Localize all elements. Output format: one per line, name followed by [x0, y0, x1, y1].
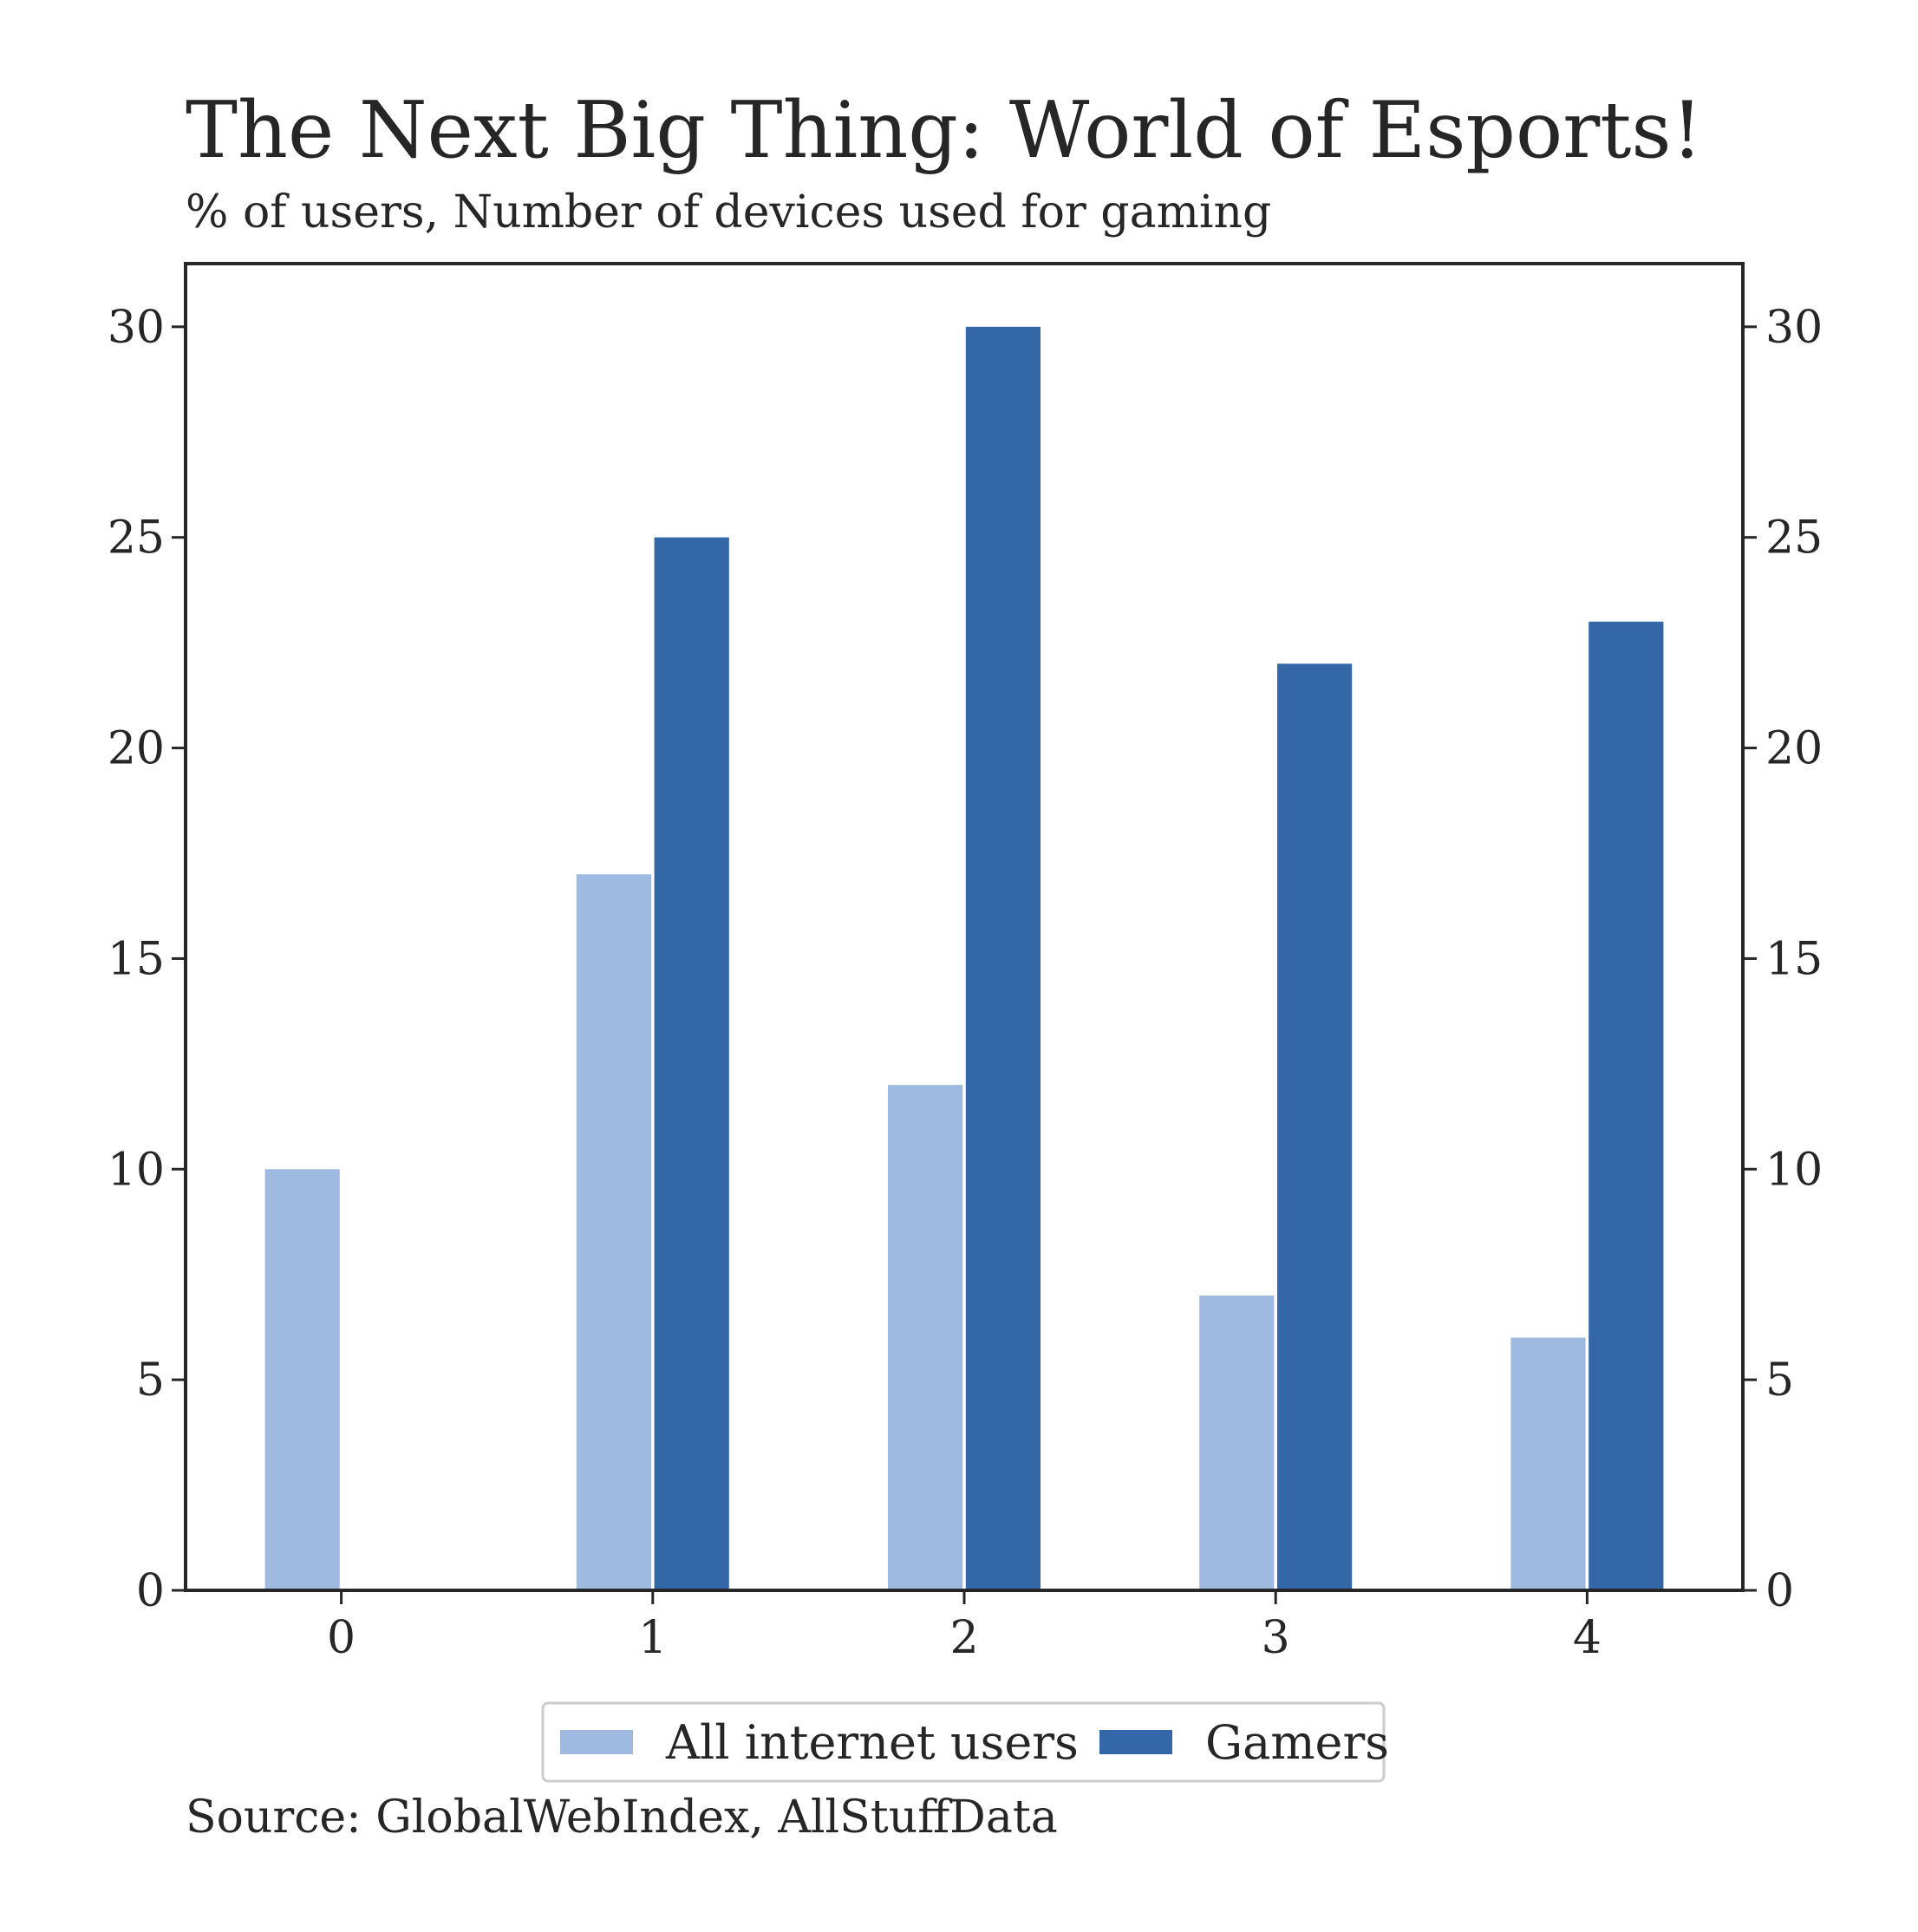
bar-gamers-2 — [965, 326, 1041, 1590]
legend-label-gamers: Gamers — [1205, 1715, 1389, 1770]
bar-all-internet-users-0 — [264, 1169, 340, 1590]
y-tick-label-right: 0 — [1765, 1565, 1794, 1617]
y-tick-label-right: 15 — [1765, 933, 1823, 985]
bar-gamers-1 — [654, 537, 729, 1590]
legend-swatch-gamers — [1099, 1730, 1172, 1754]
bar-gamers-4 — [1589, 621, 1664, 1590]
legend-label-all-internet-users: All internet users — [665, 1715, 1079, 1770]
chart-subtitle: % of users, Number of devices used for g… — [186, 186, 1271, 238]
plot-frame — [184, 262, 1745, 1592]
bars-group — [264, 326, 1664, 1590]
y-tick-label-right: 10 — [1765, 1144, 1823, 1196]
legend: All internet users Gamers — [541, 1701, 1389, 1783]
y-tick-label-left: 15 — [108, 933, 165, 985]
legend-box — [541, 1701, 1386, 1783]
x-tick-label: 1 — [638, 1612, 667, 1664]
chart-title: The Next Big Thing: World of Esports! — [186, 85, 1703, 176]
y-tick-label-right: 5 — [1765, 1354, 1794, 1407]
y-tick-label-left: 0 — [136, 1565, 165, 1617]
source-note: Source: GlobalWebIndex, AllStuffData — [186, 1792, 1058, 1844]
y-tick-label-left: 20 — [108, 723, 165, 775]
y-tick-label-right: 20 — [1765, 723, 1823, 775]
x-tick-label: 4 — [1573, 1612, 1602, 1664]
axes-group: 0 0 5 5 10 10 15 15 20 20 25 25 30 30 0 1 2 3 4 — [108, 262, 1823, 1664]
y-tick-label-left: 5 — [136, 1354, 165, 1407]
x-tick-label: 0 — [327, 1612, 356, 1664]
y-tick-label-left: 25 — [108, 512, 165, 565]
y-tick-label-right: 30 — [1765, 302, 1823, 354]
legend-swatch-all-internet-users — [560, 1730, 633, 1754]
x-tick-label: 2 — [949, 1612, 978, 1664]
bar-all-internet-users-3 — [1199, 1296, 1275, 1590]
x-tick-label: 3 — [1262, 1612, 1290, 1664]
y-tick-label-left: 10 — [108, 1144, 165, 1196]
bar-all-internet-users-1 — [576, 874, 652, 1590]
bar-all-internet-users-4 — [1510, 1337, 1586, 1590]
y-tick-label-left: 30 — [108, 302, 165, 354]
y-tick-label-right: 25 — [1765, 512, 1823, 565]
bar-gamers-3 — [1276, 663, 1353, 1590]
bar-all-internet-users-2 — [887, 1085, 963, 1590]
